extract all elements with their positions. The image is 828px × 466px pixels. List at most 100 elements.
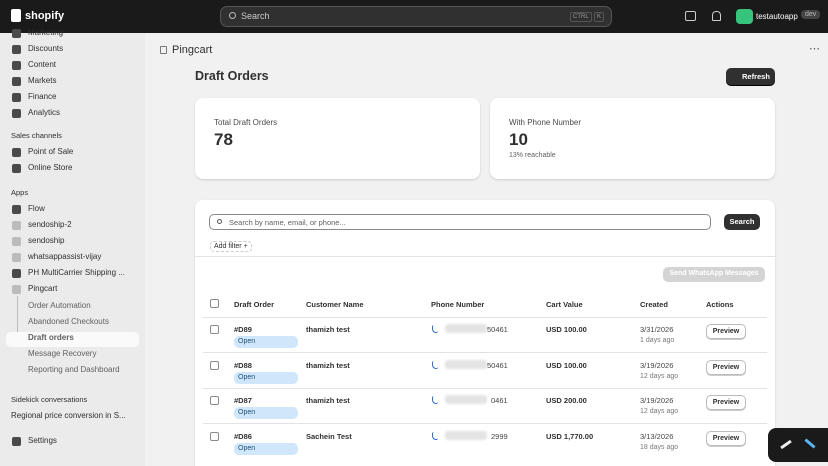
nav-heading[interactable]: Sales channels	[11, 131, 62, 140]
page-title: Draft Orders	[195, 69, 269, 83]
nav-item[interactable]: Order Automation	[28, 301, 91, 310]
preview-button[interactable]: Preview	[706, 324, 746, 339]
row-checkbox[interactable]	[210, 325, 219, 334]
row-checkbox[interactable]	[210, 360, 219, 370]
nav-icon	[12, 164, 21, 173]
nav-item[interactable]: Draft orders	[28, 333, 74, 342]
store-icon[interactable]	[685, 11, 696, 21]
phone-blur	[445, 324, 487, 333]
nav-heading[interactable]: Sidekick conversations	[11, 395, 88, 404]
created-date: 3/19/2026	[640, 360, 674, 370]
cart-value: USD 100.00	[546, 360, 587, 370]
add-filter[interactable]: Add filter +	[210, 241, 252, 252]
cart-value: USD 200.00	[546, 396, 587, 405]
nav-item[interactable]: Finance	[28, 92, 57, 101]
stat-label: With Phone Number	[509, 118, 582, 127]
preview-button[interactable]: Preview	[706, 430, 746, 446]
row-checkbox[interactable]	[210, 396, 219, 405]
status-badge: Open	[234, 371, 298, 384]
send-button: Send WhatsApp Messages	[663, 267, 765, 282]
created-ago: 18 days ago	[640, 443, 679, 451]
nav-item[interactable]: Flow	[28, 204, 45, 213]
phone-blur	[445, 359, 487, 369]
row-checkbox[interactable]	[210, 431, 219, 441]
sidebar	[0, 33, 145, 466]
created-date: 3/31/2026	[640, 325, 674, 334]
nav-icon	[12, 93, 21, 102]
nav-item[interactable]: Regional price conversion in S...	[11, 411, 126, 420]
phone-suffix: 50461	[487, 360, 508, 370]
more-menu[interactable]: ⋯	[809, 43, 820, 55]
nav-icon	[12, 221, 21, 230]
logo-icon	[11, 9, 21, 22]
header-checkbox[interactable]	[210, 299, 219, 308]
created-date: 3/13/2026	[640, 431, 674, 441]
nav-icon	[12, 45, 21, 54]
floating-widget[interactable]	[768, 428, 828, 462]
created-ago: 12 days ago	[640, 372, 679, 380]
stat-label: Total Draft Orders	[214, 118, 278, 127]
phone-suffix: 2999	[491, 431, 508, 441]
column-header: Created	[640, 300, 668, 309]
store-name: testautoapp	[756, 12, 798, 21]
nav-item[interactable]: sendoship	[28, 236, 65, 245]
nav-icon	[12, 285, 21, 294]
nav-item[interactable]: Pingcart	[28, 284, 58, 293]
nav-item[interactable]: Message Recovery	[28, 349, 97, 358]
nav-item[interactable]: whatsappassist-vijay	[28, 252, 102, 261]
search-text: Search	[241, 11, 270, 21]
nav-icon	[12, 437, 21, 446]
phone-blur	[445, 395, 487, 404]
nav-item[interactable]: Point of Sale	[28, 147, 74, 156]
preview-button[interactable]: Preview	[706, 395, 746, 410]
nav-item[interactable]: Discounts	[28, 44, 64, 53]
widget-icon[interactable]	[780, 439, 792, 450]
search-box[interactable]: Search CTRL K	[220, 6, 612, 27]
nav-item[interactable]: Settings	[28, 436, 57, 445]
preview-button[interactable]: Preview	[706, 359, 746, 375]
nav-icon	[12, 205, 21, 214]
nav-icon	[12, 29, 21, 38]
nav-item[interactable]: Abandoned Checkouts	[28, 317, 109, 326]
status-badge: Open	[234, 336, 298, 348]
nav-selected	[6, 332, 139, 347]
nav-item[interactable]: sendoship-2	[28, 220, 72, 229]
customer-name: thamizh test	[306, 396, 350, 405]
phone-blur	[445, 430, 487, 440]
created-date: 3/19/2026	[640, 396, 674, 405]
order-id[interactable]: #D86	[234, 431, 252, 441]
divider	[203, 387, 767, 389]
nav-item[interactable]: Content	[28, 60, 57, 69]
nav-item[interactable]: Online Store	[28, 163, 73, 172]
nav-heading[interactable]: Apps	[11, 188, 29, 197]
nav-item[interactable]: Markets	[28, 76, 57, 85]
logo: shopify	[25, 10, 65, 22]
nav-icon	[12, 148, 21, 157]
search-input[interactable]: Search by name, email, or phone...	[209, 214, 711, 230]
column-header: Customer Name	[306, 300, 364, 309]
nav-item[interactable]: Analytics	[28, 108, 61, 117]
widget-icon[interactable]	[804, 438, 816, 449]
divider	[203, 423, 767, 424]
divider	[203, 317, 767, 318]
cart-value: USD 100.00	[546, 325, 587, 334]
order-id[interactable]: #D89	[234, 325, 252, 334]
search-icon	[229, 12, 236, 19]
stat-value: 78	[214, 130, 233, 149]
refresh-button[interactable]: Refresh	[726, 68, 775, 85]
nav-item[interactable]: Marketing	[28, 28, 64, 37]
order-id[interactable]: #D87	[234, 396, 252, 405]
order-id[interactable]: #D88	[234, 360, 252, 370]
nav-item[interactable]: PH MultiCarrier Shipping ...	[28, 268, 125, 277]
stat-card: With Phone Number 10 13% reachable	[490, 98, 775, 179]
nav-icon	[12, 253, 21, 262]
bell-icon[interactable]	[712, 11, 721, 21]
stat-value: 10	[509, 130, 528, 149]
phone-icon	[432, 325, 438, 333]
column-header: Actions	[706, 300, 734, 309]
status-badge: Open	[234, 407, 298, 419]
search-button[interactable]: Search	[724, 214, 760, 230]
nav-item[interactable]: Reporting and Dashboard	[28, 365, 120, 374]
avatar[interactable]	[736, 9, 753, 24]
phone-suffix: 50461	[487, 325, 508, 334]
